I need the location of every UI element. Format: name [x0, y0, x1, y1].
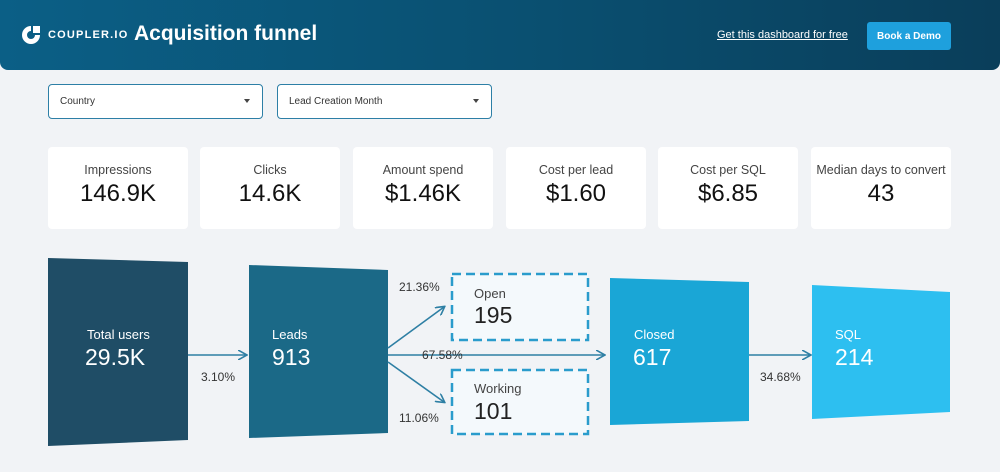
- kpi-cost-per-lead: Cost per lead $1.60: [506, 147, 646, 229]
- kpi-label: Amount spend: [382, 163, 464, 177]
- kpi-clicks: Clicks 14.6K: [200, 147, 340, 229]
- rate-leads-to-closed: 67.58%: [422, 348, 463, 362]
- kpi-value: $1.60: [545, 180, 607, 207]
- open-label: Open: [474, 286, 506, 301]
- get-dashboard-link[interactable]: Get this dashboard for free: [717, 29, 848, 41]
- arrow-leads-to-open: [387, 307, 444, 349]
- closed-stage: [610, 278, 749, 425]
- kpi-label: Cost per SQL: [690, 163, 766, 177]
- logo: COUPLER.IO: [20, 24, 128, 46]
- working-stage: [450, 368, 590, 436]
- header-bar: COUPLER.IO Acquisition funnel Get this d…: [0, 0, 1000, 70]
- open-stage: [450, 272, 590, 342]
- lead-creation-month-filter-label: Lead Creation Month: [289, 96, 383, 107]
- sql-value: 214: [835, 344, 874, 370]
- kpi-label: Impressions: [84, 163, 152, 177]
- coupler-logo-icon: [22, 26, 40, 44]
- chevron-down-icon: [244, 99, 250, 103]
- kpi-label: Cost per lead: [538, 163, 614, 177]
- closed-label: Closed: [634, 327, 674, 342]
- country-filter-label: Country: [60, 96, 96, 107]
- open-value: 195: [474, 302, 512, 328]
- total-users-stage: [48, 258, 188, 446]
- kpi-amount-spend: Amount spend $1.46K: [353, 147, 493, 229]
- rate-leads-to-working: 11.06%: [399, 411, 439, 425]
- rate-users-to-leads: 3.10%: [201, 370, 235, 384]
- chevron-down-icon: [473, 99, 479, 103]
- working-value: 101: [474, 398, 512, 424]
- leads-stage: [249, 265, 388, 438]
- kpi-label: Clicks: [253, 163, 287, 177]
- kpi-value: 43: [867, 180, 895, 207]
- sql-stage: [812, 285, 950, 419]
- kpi-value: $1.46K: [384, 180, 462, 207]
- leads-label: Leads: [272, 327, 308, 342]
- arrow-leads-to-working: [387, 361, 444, 402]
- kpi-value: 146.9K: [79, 180, 157, 207]
- kpi-impressions: Impressions 146.9K: [48, 147, 188, 229]
- sql-label: SQL: [835, 327, 861, 342]
- leads-value: 913: [272, 344, 310, 370]
- total-users-label: Total users: [87, 327, 150, 342]
- page-title: Acquisition funnel: [134, 22, 318, 45]
- rate-leads-to-open: 21.36%: [399, 280, 440, 294]
- total-users-value: 29.5K: [85, 344, 146, 370]
- kpi-value: 14.6K: [238, 180, 302, 207]
- book-demo-button[interactable]: Book a Demo: [867, 22, 951, 50]
- lead-creation-month-filter[interactable]: Lead Creation Month: [277, 84, 492, 119]
- kpi-cost-per-sql: Cost per SQL $6.85: [658, 147, 798, 229]
- kpi-value: $6.85: [697, 180, 759, 207]
- closed-value: 617: [633, 344, 671, 370]
- kpi-label: Median days to convert: [816, 163, 946, 177]
- kpi-median-days-to-convert: Median days to convert 43: [811, 147, 951, 229]
- logo-text: COUPLER.IO: [48, 29, 129, 41]
- rate-closed-to-sql: 34.68%: [760, 370, 801, 384]
- country-filter[interactable]: Country: [48, 84, 263, 119]
- working-label: Working: [474, 381, 521, 396]
